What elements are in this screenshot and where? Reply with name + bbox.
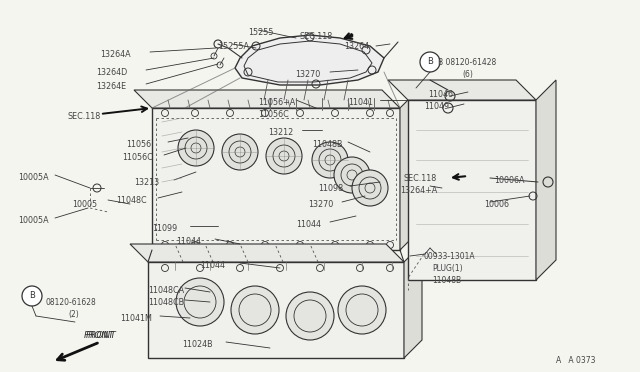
Text: 15255: 15255 [248, 28, 273, 37]
Polygon shape [148, 262, 404, 358]
Text: 11048CB: 11048CB [148, 298, 184, 307]
Text: 13264+A: 13264+A [400, 186, 437, 195]
Text: SEC.118: SEC.118 [68, 112, 101, 121]
Text: SEC.118: SEC.118 [300, 32, 333, 41]
Circle shape [338, 286, 386, 334]
Text: 11048B: 11048B [432, 276, 461, 285]
Circle shape [231, 286, 279, 334]
Text: 11041: 11041 [348, 98, 373, 107]
Polygon shape [235, 35, 384, 85]
Text: FRONT: FRONT [86, 331, 116, 340]
Text: 11048B: 11048B [312, 140, 342, 149]
Text: 15255A: 15255A [218, 42, 249, 51]
Polygon shape [388, 80, 536, 100]
Text: 11099: 11099 [152, 224, 177, 233]
Text: 13264: 13264 [344, 42, 369, 51]
Text: 11056+A: 11056+A [258, 98, 295, 107]
Circle shape [312, 142, 348, 178]
Text: 11044: 11044 [296, 220, 321, 229]
Polygon shape [134, 90, 400, 108]
Text: PLUG(1): PLUG(1) [432, 264, 463, 273]
Polygon shape [536, 80, 556, 280]
Text: 13270: 13270 [295, 70, 320, 79]
Text: 11056: 11056 [126, 140, 151, 149]
Text: 13264D: 13264D [96, 68, 127, 77]
Text: SEC.118: SEC.118 [404, 174, 437, 183]
Circle shape [22, 286, 42, 306]
Text: 11056C: 11056C [258, 110, 289, 119]
Circle shape [420, 52, 440, 72]
Text: 11024B: 11024B [182, 340, 212, 349]
Text: 11049: 11049 [424, 102, 449, 111]
Circle shape [266, 138, 302, 174]
Text: 11056C: 11056C [122, 153, 153, 162]
Text: FRONT: FRONT [84, 331, 115, 340]
Polygon shape [400, 90, 418, 250]
Text: 10006: 10006 [484, 200, 509, 209]
Text: 11044: 11044 [200, 261, 225, 270]
Text: (6): (6) [462, 70, 473, 79]
Circle shape [286, 292, 334, 340]
Text: 08120-61628: 08120-61628 [46, 298, 97, 307]
Text: B: B [29, 292, 35, 301]
Text: 11041M: 11041M [120, 314, 152, 323]
Text: 10005: 10005 [72, 200, 97, 209]
Text: 13264E: 13264E [96, 82, 126, 91]
Polygon shape [408, 100, 536, 280]
Circle shape [334, 157, 370, 193]
Text: 11048CA: 11048CA [148, 286, 184, 295]
Polygon shape [130, 244, 404, 262]
Polygon shape [404, 244, 422, 358]
Text: 13213: 13213 [134, 178, 159, 187]
Circle shape [222, 134, 258, 170]
Text: B 08120-61428: B 08120-61428 [438, 58, 496, 67]
Text: 13212: 13212 [268, 128, 293, 137]
Text: 10005A: 10005A [18, 173, 49, 182]
Text: 13264A: 13264A [100, 50, 131, 59]
Text: 10006A: 10006A [494, 176, 525, 185]
Text: 10005A: 10005A [18, 216, 49, 225]
Polygon shape [152, 108, 400, 250]
Text: (2): (2) [68, 310, 79, 319]
Circle shape [352, 170, 388, 206]
Circle shape [178, 130, 214, 166]
Text: 11048C: 11048C [116, 196, 147, 205]
Text: 13270: 13270 [308, 200, 333, 209]
Text: 11046: 11046 [428, 90, 453, 99]
Text: 11098: 11098 [318, 184, 343, 193]
Text: 00933-1301A: 00933-1301A [424, 252, 476, 261]
Text: A   A 0373: A A 0373 [556, 356, 595, 365]
Text: 11044: 11044 [176, 237, 201, 246]
Circle shape [176, 278, 224, 326]
Text: B: B [427, 58, 433, 67]
